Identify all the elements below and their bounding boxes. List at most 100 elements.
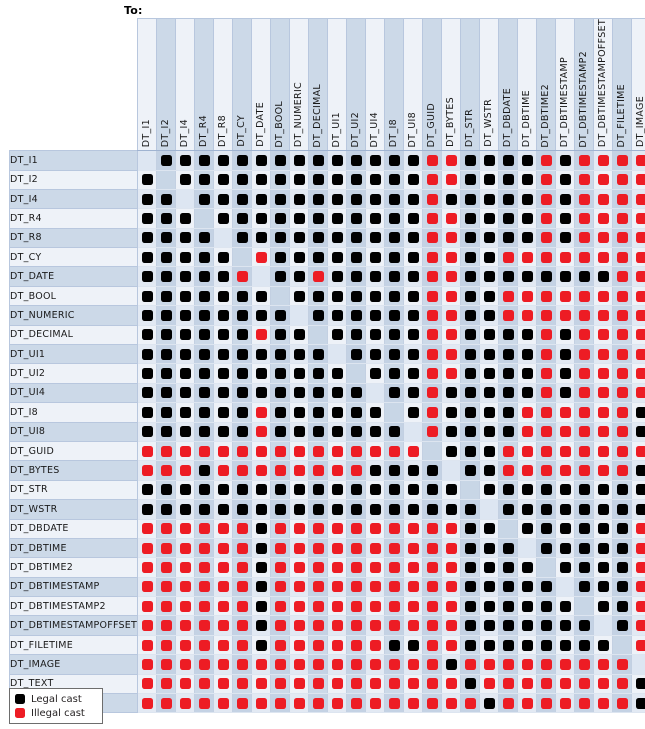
matrix-cell-self	[479, 499, 500, 520]
legal-cast-dot-icon	[141, 174, 153, 186]
matrix-cell	[517, 460, 538, 481]
illegal-cast-dot-icon	[369, 620, 381, 632]
matrix-cell	[441, 673, 462, 695]
legal-cast-dot-icon	[179, 309, 191, 321]
illegal-cast-dot-icon	[502, 290, 514, 302]
legal-cast-dot-icon	[559, 484, 571, 496]
illegal-cast-dot-icon	[236, 697, 248, 709]
matrix-cell	[213, 576, 234, 598]
column-header-label: DT_DBTIMESTAMP	[559, 56, 571, 148]
illegal-cast-dot-icon	[540, 348, 552, 360]
legal-cast-dot-icon	[350, 232, 362, 244]
matrix-cell	[194, 382, 215, 404]
illegal-cast-dot-icon	[369, 445, 381, 457]
illegal-cast-dot-icon	[217, 658, 229, 670]
illegal-cast-dot-icon	[217, 581, 229, 593]
illegal-cast-dot-icon	[274, 562, 286, 573]
matrix-cell	[232, 673, 253, 695]
matrix-cell	[631, 266, 645, 287]
matrix-cell	[270, 188, 291, 210]
column-header-label: DT_STR	[464, 109, 476, 148]
legal-cast-dot-icon	[293, 290, 305, 302]
matrix-cell	[327, 654, 348, 675]
matrix-cell	[593, 305, 614, 326]
matrix-cell-self	[175, 188, 196, 210]
matrix-cell	[441, 169, 462, 190]
legal-cast-dot-icon	[407, 484, 419, 496]
legal-cast-dot-icon	[331, 212, 343, 224]
column-header: DT_R8	[213, 17, 234, 152]
illegal-cast-dot-icon	[426, 232, 438, 244]
legal-cast-dot-icon	[502, 154, 514, 166]
illegal-cast-dot-icon	[236, 562, 248, 573]
matrix-cell	[137, 634, 158, 656]
matrix-cell	[137, 344, 158, 365]
matrix-cell	[384, 537, 405, 559]
matrix-cell	[346, 305, 367, 326]
matrix-cell	[175, 673, 196, 695]
matrix-cell	[232, 499, 253, 520]
illegal-cast-dot-icon	[521, 678, 533, 690]
matrix-row: DT_I4	[8, 188, 645, 210]
matrix-cell	[194, 188, 215, 210]
illegal-cast-dot-icon	[616, 174, 628, 186]
matrix-cell	[289, 634, 310, 656]
matrix-cell	[593, 169, 614, 190]
legal-cast-dot-icon	[388, 271, 400, 283]
illegal-cast-dot-icon	[160, 600, 172, 612]
column-header: DT_UI2	[346, 17, 367, 152]
matrix-cell	[251, 673, 272, 695]
matrix-cell	[346, 402, 367, 423]
illegal-cast-dot-icon	[407, 697, 419, 709]
legal-cast-dot-icon	[255, 620, 267, 632]
legal-cast-dot-icon	[616, 581, 628, 593]
column-header-label: DT_DBTIMESTAMP2	[578, 50, 590, 148]
illegal-cast-dot-icon	[141, 542, 153, 554]
matrix-cell	[460, 208, 481, 229]
legal-cast-dot-icon	[464, 639, 476, 651]
matrix-cell	[365, 460, 386, 481]
legal-cast-dot-icon	[255, 503, 267, 515]
matrix-cell	[365, 421, 386, 442]
column-header-label: DT_I2	[160, 118, 172, 148]
matrix-cell	[498, 169, 519, 190]
illegal-cast-dot-icon	[179, 523, 191, 535]
illegal-cast-dot-icon	[236, 465, 248, 477]
matrix-cell	[555, 634, 576, 656]
illegal-cast-dot-icon	[578, 329, 590, 341]
matrix-cell	[403, 382, 424, 404]
row-header: DT_STR	[8, 479, 139, 501]
matrix-cell	[194, 285, 215, 307]
illegal-cast-dot-icon	[141, 465, 153, 477]
illegal-cast-dot-icon	[179, 697, 191, 709]
column-header: DT_DBTIME	[517, 17, 538, 152]
legal-cast-dot-icon	[369, 174, 381, 186]
matrix-cell	[194, 576, 215, 598]
matrix-cell	[289, 499, 310, 520]
matrix-cell-self	[327, 344, 348, 365]
matrix-cell	[327, 363, 348, 384]
matrix-cell	[308, 227, 329, 249]
matrix-cell	[612, 150, 633, 171]
matrix-cell	[631, 382, 645, 404]
illegal-cast-dot-icon	[635, 154, 645, 166]
illegal-cast-dot-icon	[236, 600, 248, 612]
row-header: DT_IMAGE	[8, 654, 139, 675]
illegal-cast-dot-icon	[236, 542, 248, 554]
legal-cast-dot-icon	[407, 309, 419, 321]
matrix-cell	[213, 247, 234, 268]
matrix-cell-self	[137, 150, 158, 171]
matrix-cell	[593, 150, 614, 171]
matrix-cell	[631, 402, 645, 423]
matrix-row: DT_I1	[8, 150, 645, 171]
matrix-cell	[365, 537, 386, 559]
legal-cast-dot-icon	[331, 251, 343, 263]
legal-cast-dot-icon	[388, 484, 400, 496]
legal-cast-dot-icon	[578, 562, 590, 573]
matrix-cell	[232, 654, 253, 675]
legal-cast-dot-icon	[160, 193, 172, 205]
legal-cast-dot-icon	[540, 484, 552, 496]
illegal-cast-dot-icon	[198, 620, 210, 632]
matrix-cell	[289, 169, 310, 190]
matrix-cell	[270, 324, 291, 346]
